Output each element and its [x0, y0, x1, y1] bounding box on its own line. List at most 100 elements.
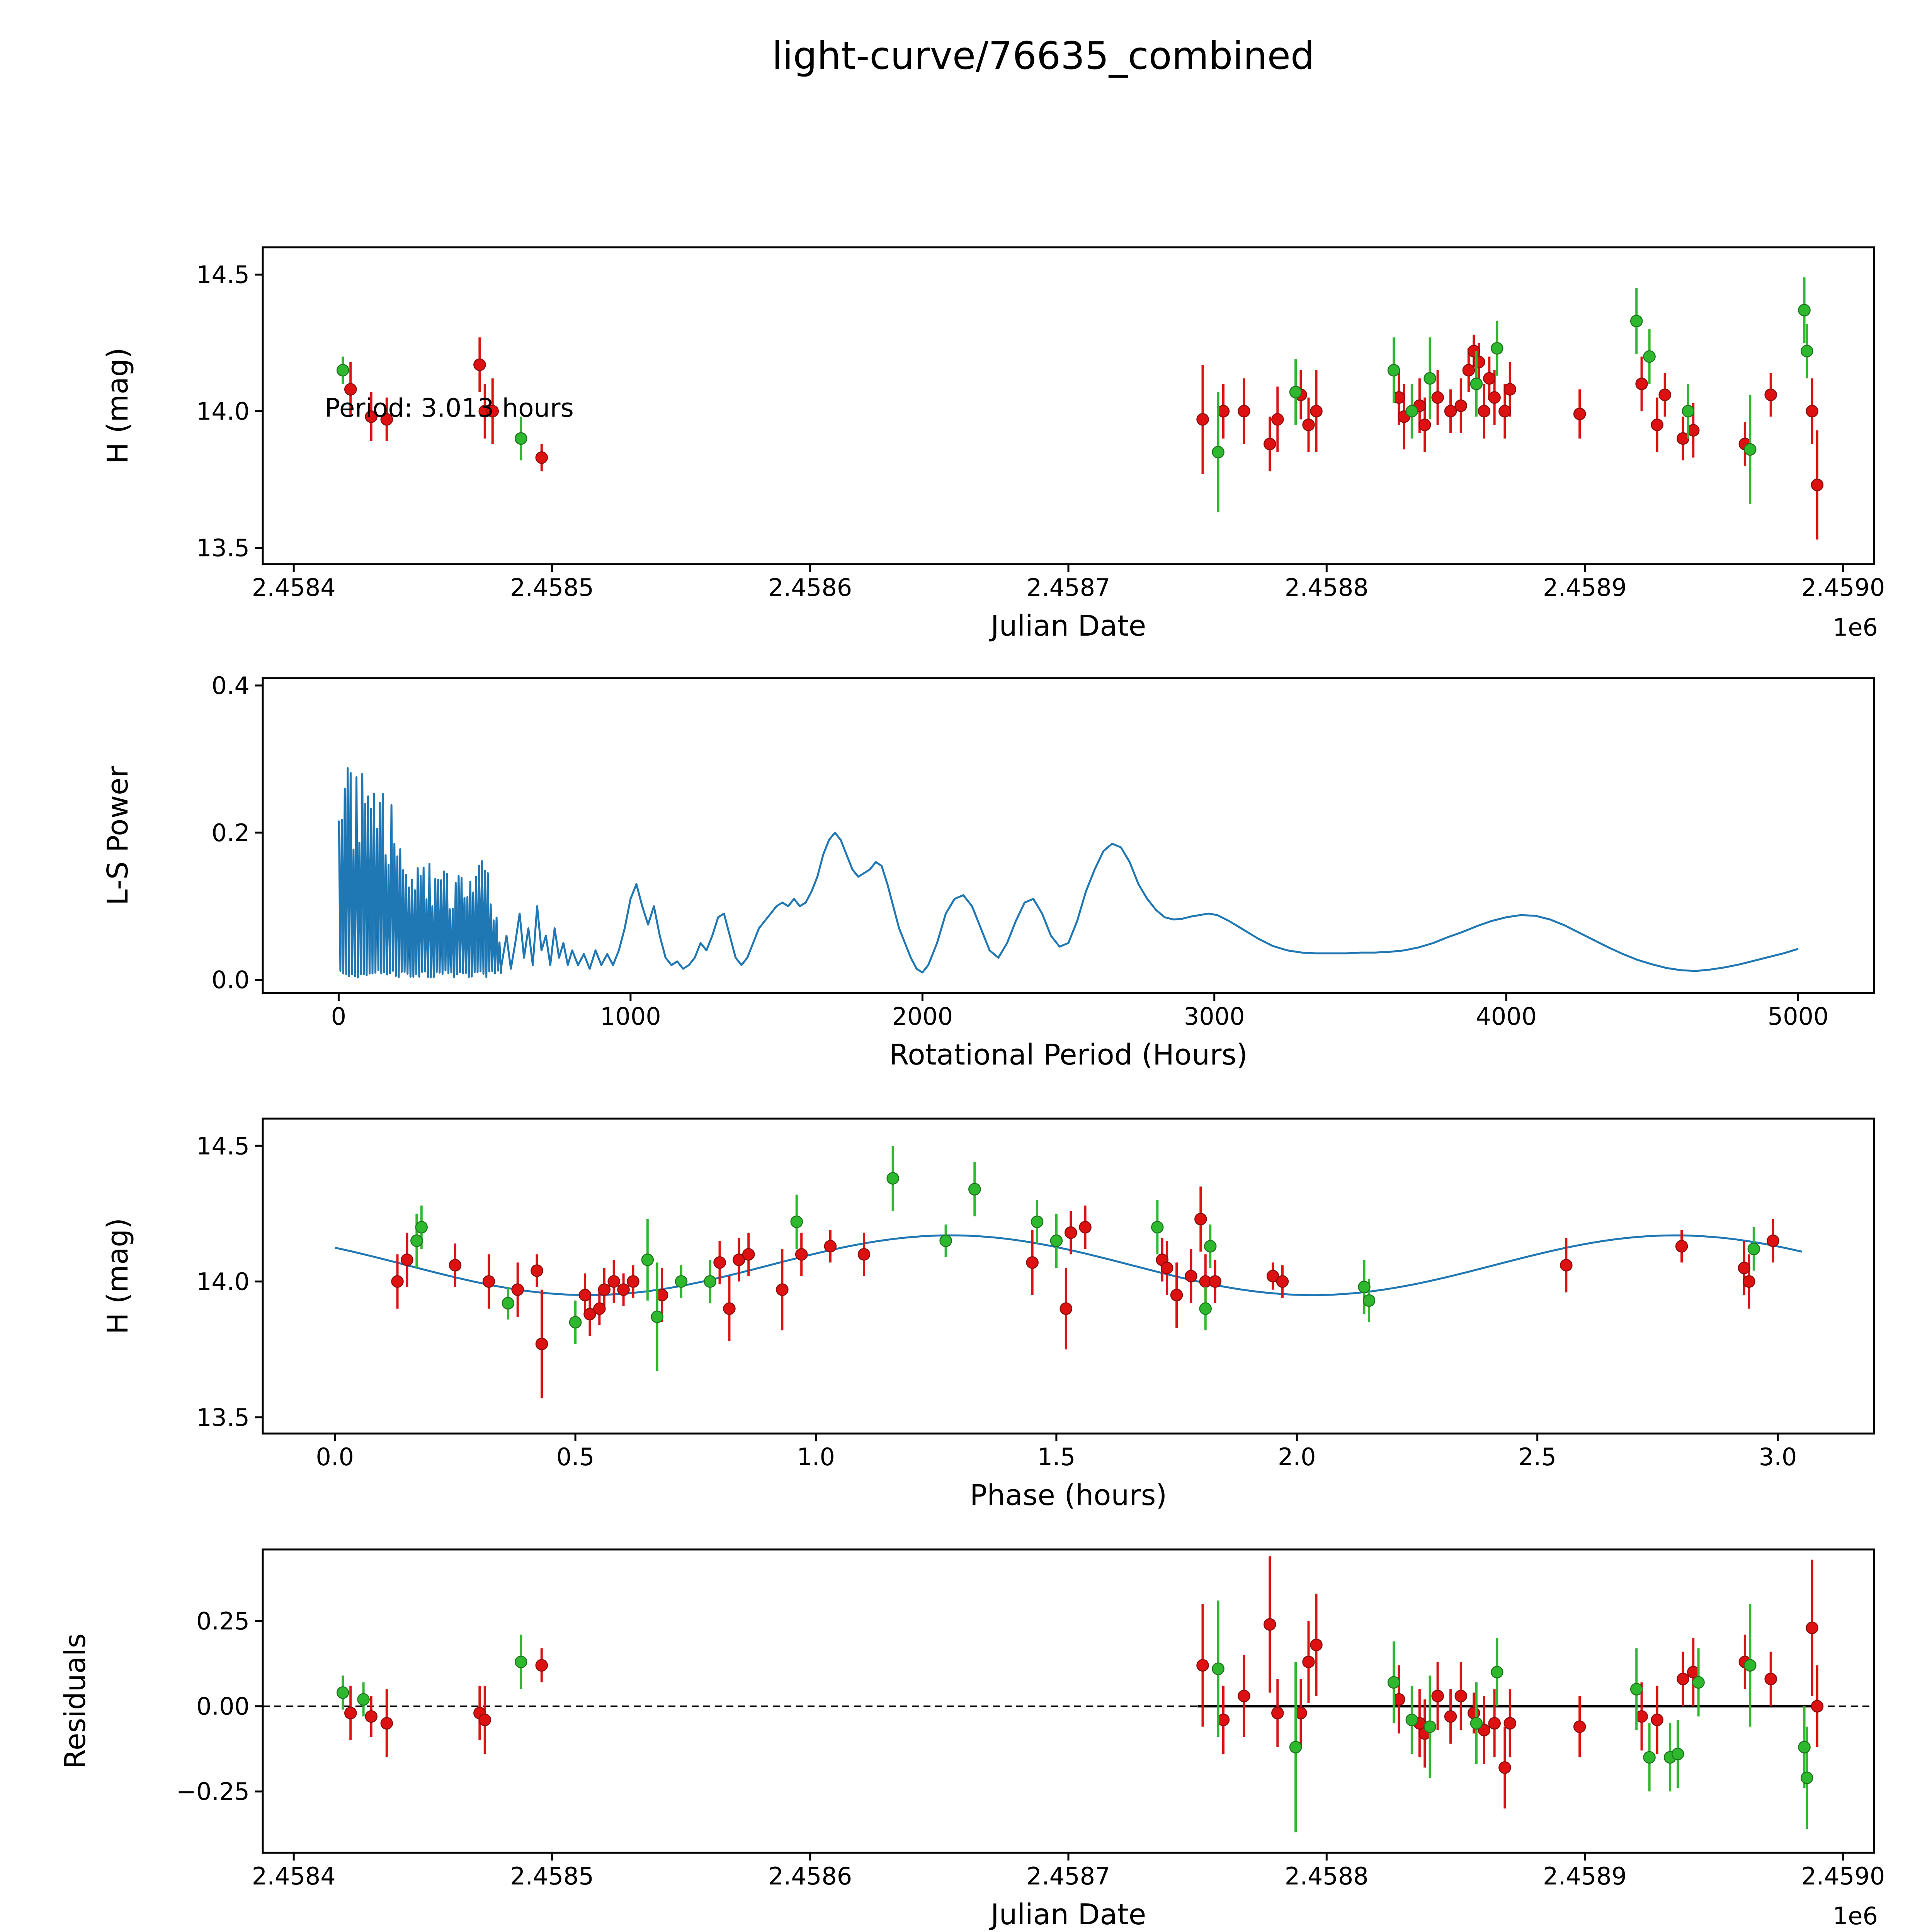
data-point [1212, 1662, 1225, 1675]
x-tick-label: 1.5 [1037, 1443, 1076, 1471]
y-tick-label: 13.5 [196, 534, 250, 562]
x-tick-label: 2.4586 [768, 1862, 852, 1890]
data-point [410, 1234, 423, 1247]
x-tick-label: 2.4589 [1543, 573, 1627, 602]
y-tick-label: 0.0 [211, 966, 250, 994]
data-point [1467, 1707, 1480, 1719]
axes-spines [262, 1548, 1875, 1854]
data-point [1204, 1240, 1217, 1253]
data-point [1806, 405, 1818, 418]
data-point [1209, 1275, 1221, 1288]
y-axis-label: L-S Power [101, 765, 134, 905]
x-tick-label: 1000 [600, 1002, 661, 1031]
data-point [1560, 1259, 1573, 1272]
x-tick-label: 2.4588 [1285, 573, 1369, 602]
data-point [1503, 383, 1516, 396]
data-point [886, 1172, 899, 1185]
series-green-points [336, 277, 1813, 512]
data-point [1212, 446, 1225, 459]
data-point [365, 1710, 378, 1723]
data-point [380, 413, 393, 426]
data-point [1677, 1672, 1689, 1685]
data-point [1671, 1747, 1684, 1760]
data-point [1573, 407, 1586, 420]
data-point [713, 1256, 726, 1269]
data-point [776, 1283, 789, 1296]
subplot-3-axes: 0.0 0.5 1.0 1.5 2.0 2.5 3.0 13.5 14.0 14.5 Phase (… [101, 1117, 1875, 1512]
data-point [1064, 1226, 1077, 1239]
data-point [1798, 304, 1811, 316]
data-point [1643, 350, 1656, 363]
data-point [1310, 1638, 1323, 1651]
data-point [1196, 413, 1209, 426]
data-point [1635, 378, 1648, 390]
data-point [535, 1659, 548, 1672]
y-tick-label: 14.0 [196, 397, 250, 425]
y-axis-label: H (mag) [101, 1218, 134, 1334]
data-point [627, 1275, 639, 1288]
data-point [1264, 437, 1276, 451]
x-tick-label: 3000 [1184, 1002, 1245, 1031]
subplot-1: 2.4584 2.4585 2.4586 2.4587 2.4588 2.4589 2.45… [101, 246, 1885, 643]
data-point [1387, 1676, 1400, 1689]
y-axis-label: H (mag) [101, 347, 134, 464]
data-point [511, 1283, 524, 1296]
x-tick-label: 0.0 [316, 1443, 354, 1471]
x-tick-label: 5000 [1768, 1002, 1829, 1031]
data-point [1199, 1302, 1212, 1315]
data-point [1503, 1717, 1516, 1730]
y-tick-label: −0.25 [176, 1777, 250, 1806]
data-point [391, 1275, 404, 1288]
period-annotation: Period: 3.013 hours [325, 393, 574, 423]
x-axis-label: Julian Date [989, 609, 1146, 643]
fit-curve [335, 1234, 1802, 1296]
data-point [515, 432, 527, 445]
data-point [1266, 1270, 1279, 1282]
data-point [1491, 1666, 1503, 1679]
x-tick-label: 0 [331, 1002, 346, 1031]
y-tick-label: 0.00 [196, 1692, 250, 1721]
data-point [1675, 1240, 1688, 1253]
data-point [1498, 1761, 1511, 1774]
data-point [742, 1248, 755, 1261]
data-point [1387, 364, 1400, 377]
data-point [1470, 378, 1483, 390]
data-point [795, 1248, 808, 1261]
data-point [617, 1283, 630, 1296]
x-axis-label: Julian Date [989, 1898, 1146, 1931]
y-tick-label: 0.4 [211, 672, 250, 700]
data-point [1764, 388, 1777, 401]
data-point [1483, 372, 1496, 385]
data-point [1431, 1690, 1444, 1702]
data-point [1423, 1720, 1436, 1733]
data-point [651, 1310, 663, 1323]
data-point [415, 1221, 428, 1234]
data-point [1238, 405, 1250, 418]
data-point [1643, 1751, 1656, 1764]
data-point [1050, 1234, 1063, 1247]
axes-spines [262, 677, 1875, 994]
subplot-1-data [336, 277, 1824, 540]
data-point [473, 358, 486, 371]
data-point [449, 1259, 462, 1272]
data-point [704, 1275, 716, 1288]
periodogram-line [338, 767, 1799, 979]
data-point [857, 1248, 871, 1261]
data-point [1630, 1683, 1643, 1696]
data-point [401, 1253, 413, 1266]
data-point [1743, 1659, 1757, 1672]
data-point [344, 383, 357, 396]
data-point [531, 1264, 543, 1277]
data-point [1682, 405, 1695, 418]
data-point [1478, 405, 1491, 418]
data-point [1060, 1302, 1073, 1315]
data-point [1658, 388, 1671, 401]
series-red-points [344, 1556, 1824, 1809]
data-point [1271, 413, 1284, 426]
data-point [1573, 1720, 1586, 1733]
data-point [641, 1253, 654, 1266]
y-tick-label: 0.25 [196, 1607, 250, 1635]
data-point [593, 1302, 606, 1315]
data-point [790, 1215, 803, 1228]
data-point [1238, 1690, 1250, 1702]
